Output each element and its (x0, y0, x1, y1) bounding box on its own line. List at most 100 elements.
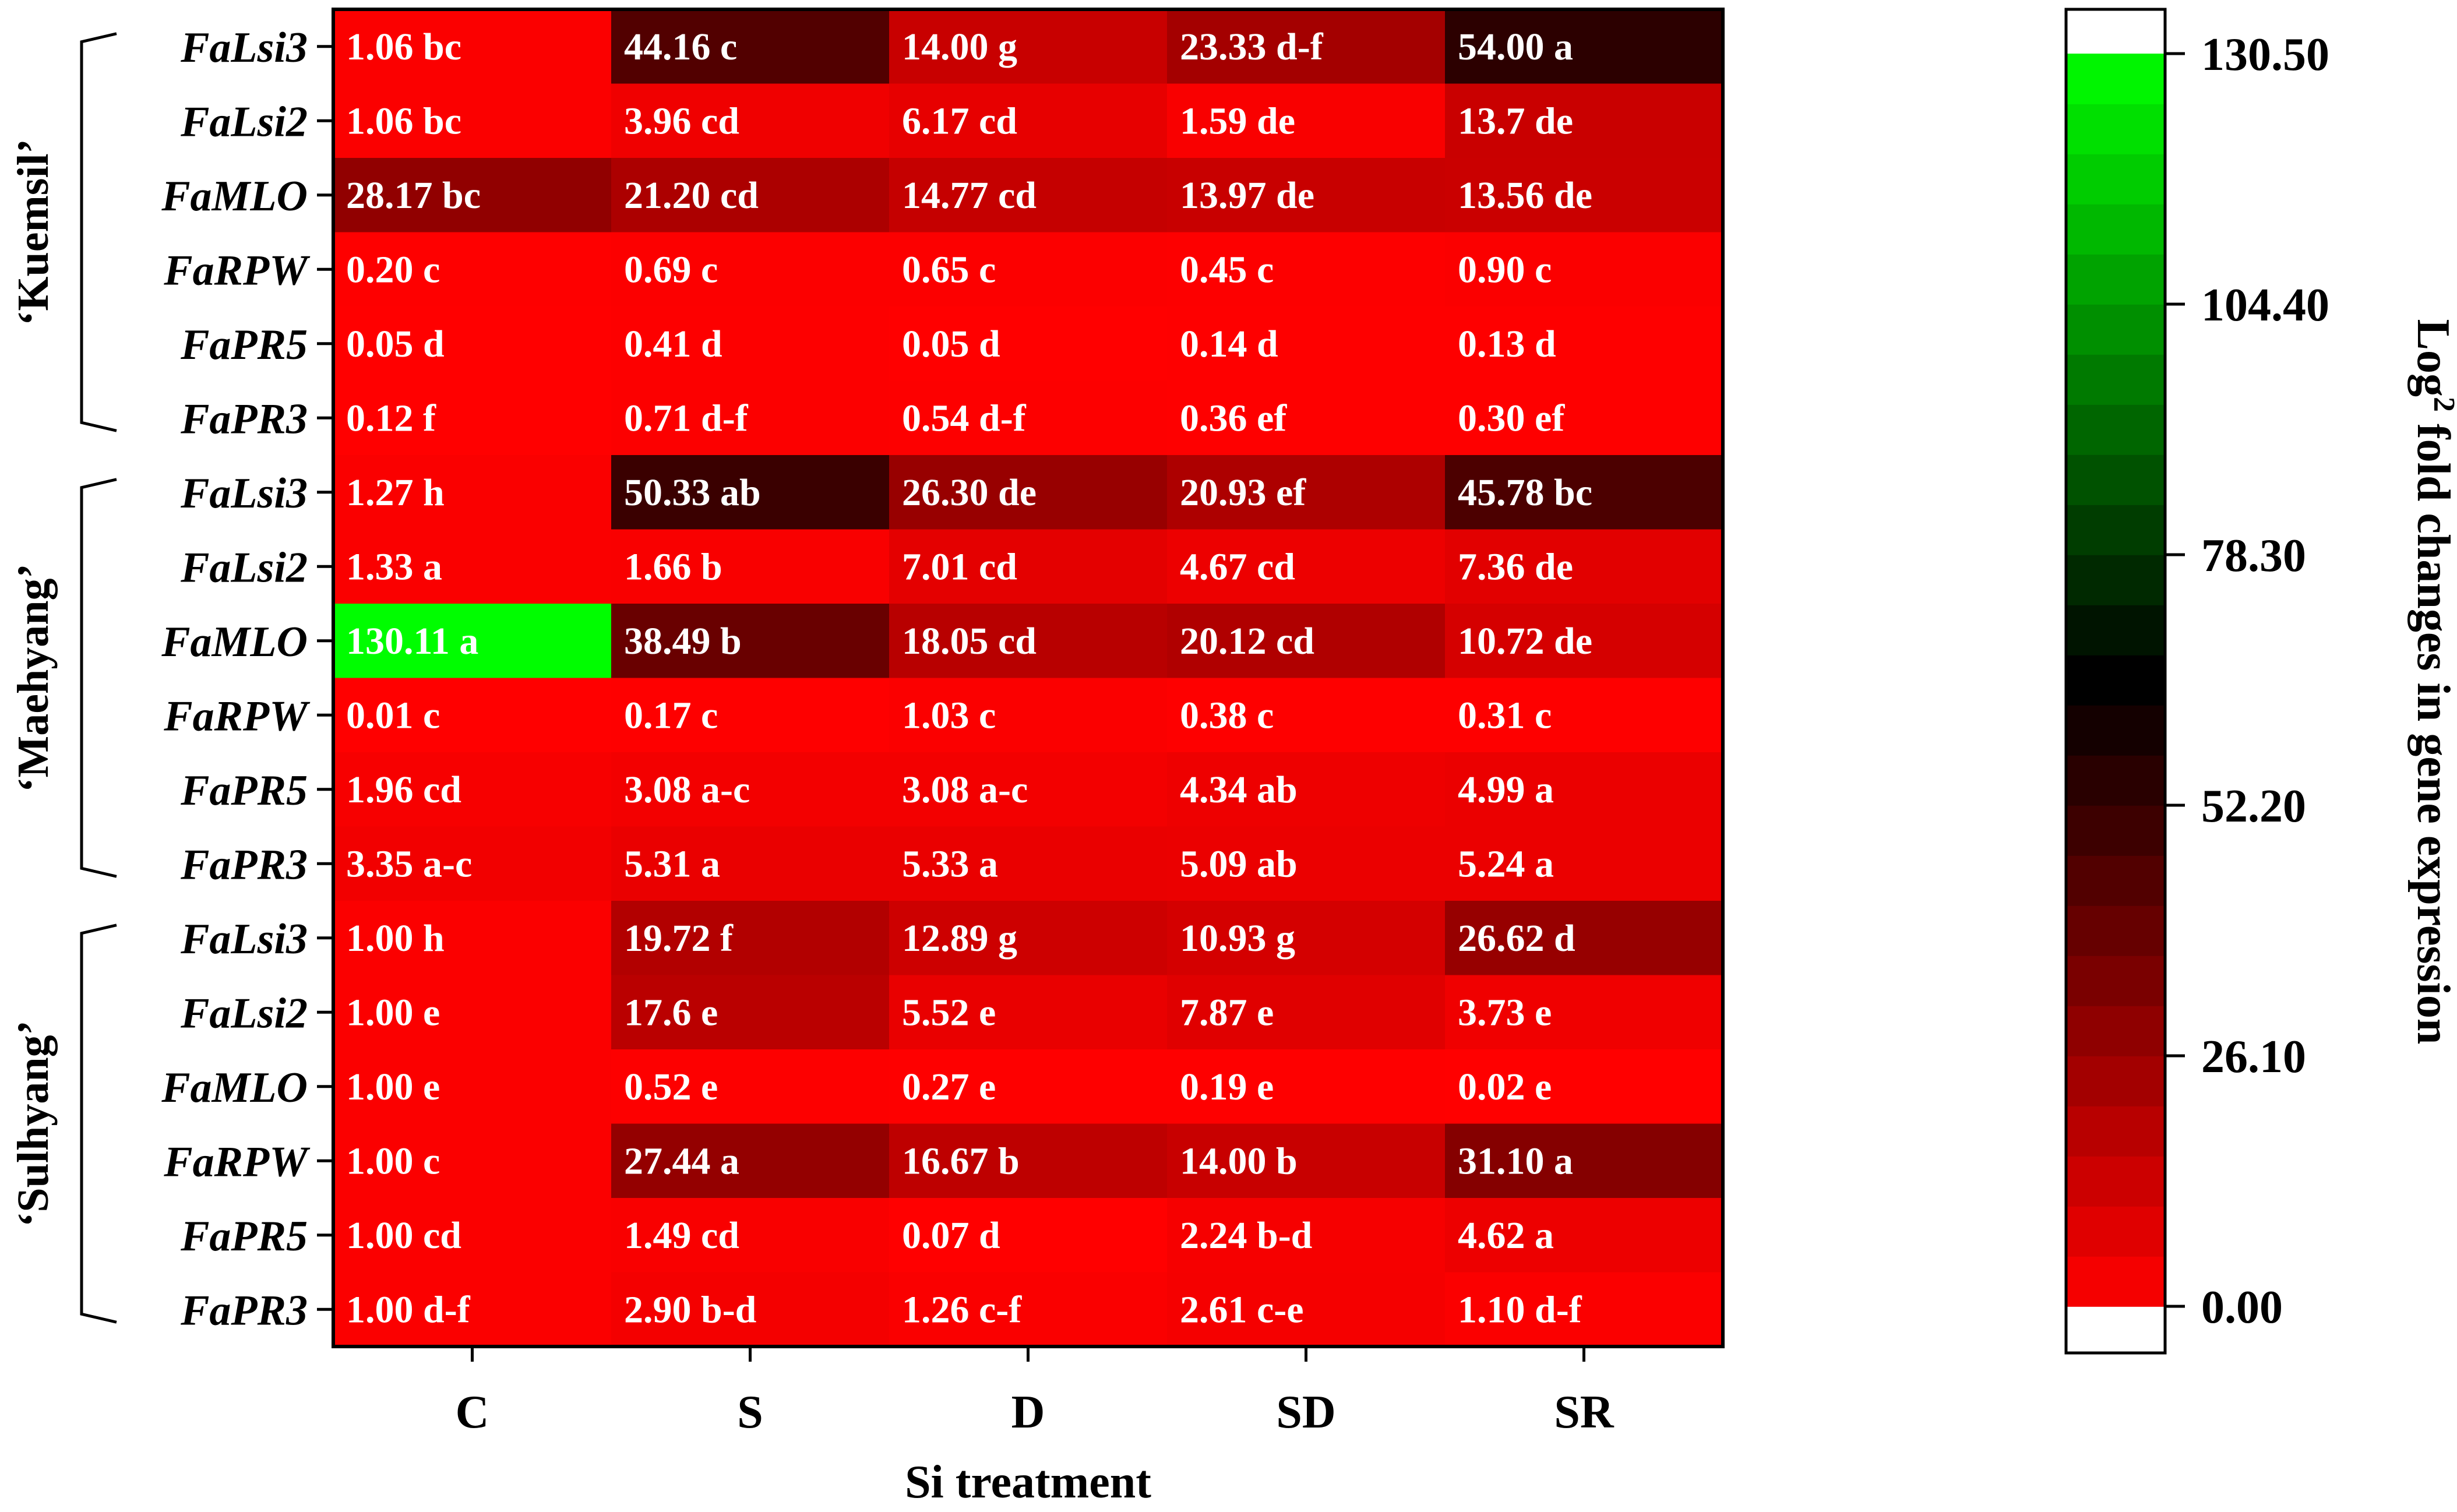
gene-label: FaPR5 (180, 321, 308, 369)
colorbar-swatch (2066, 54, 2165, 104)
gene-label: FaMLO (161, 172, 308, 220)
heatmap-cell (1167, 9, 1446, 84)
colorbar-tick-label: 104.40 (2201, 280, 2329, 331)
cell-value-label: 10.93 g (1180, 917, 1295, 960)
cell-value-label: 1.00 c (346, 1140, 440, 1182)
heatmap-cell (889, 455, 1168, 530)
colorbar-swatch (2066, 204, 2165, 255)
heatmap-cell (889, 678, 1168, 753)
colorbar-swatch (2066, 805, 2165, 856)
heatmap-cell (333, 1272, 612, 1347)
heatmap-cell (333, 1198, 612, 1273)
colorbar-swatch (2066, 905, 2165, 956)
gene-label: FaRPW (163, 692, 311, 740)
cell-value-label: 0.65 c (902, 248, 996, 291)
cell-value-label: 5.31 a (624, 843, 720, 885)
heatmap-cell (1445, 158, 1723, 233)
cell-value-label: 0.54 d-f (902, 397, 1027, 439)
heatmap-cell (333, 1123, 612, 1199)
cell-value-label: 21.20 cd (624, 174, 759, 217)
heatmap-cell (1445, 1123, 1723, 1199)
gene-label: FaLsi2 (180, 989, 308, 1037)
gene-label: FaMLO (161, 618, 308, 666)
heatmap-cell (1167, 158, 1446, 233)
colorbar-swatch (2066, 655, 2165, 706)
colorbar-tick-label: 130.50 (2201, 29, 2329, 80)
heatmap-cell (889, 752, 1168, 827)
heatmap-cell (333, 826, 612, 901)
colorbar-swatch (2066, 304, 2165, 355)
cell-value-label: 0.27 e (902, 1066, 996, 1108)
heatmap-cell (889, 83, 1168, 158)
cultivar-bracket (80, 32, 117, 432)
cell-value-label: 38.49 b (624, 620, 742, 662)
cell-value-label: 3.08 a-c (902, 769, 1028, 811)
gene-label: FaLsi2 (180, 98, 308, 146)
cell-value-label: 18.05 cd (902, 620, 1037, 662)
x-axis-tick-label: S (737, 1387, 763, 1438)
cell-value-label: 2.61 c-e (1180, 1288, 1304, 1331)
cell-value-label: 1.00 e (346, 991, 440, 1034)
heatmap-cell (1167, 455, 1446, 530)
cell-value-label: 50.33 ab (624, 471, 761, 514)
heatmap-cell (1445, 9, 1723, 84)
cell-value-label: 0.30 ef (1458, 397, 1565, 439)
heatmap-cell (611, 158, 890, 233)
cell-value-label: 1.00 e (346, 1066, 440, 1108)
gene-label: FaLsi3 (180, 470, 308, 517)
cell-value-label: 31.10 a (1458, 1140, 1573, 1182)
colorbar-swatch (2066, 1006, 2165, 1056)
heatmap-cell (333, 604, 612, 679)
heatmap-cell (611, 1049, 890, 1125)
cell-value-label: 6.17 cd (902, 100, 1017, 142)
cell-value-label: 13.7 de (1458, 100, 1573, 142)
gene-label: FaPR5 (180, 1213, 308, 1260)
colorbar-tick-label: 52.20 (2201, 781, 2306, 832)
gene-label: FaLsi2 (180, 544, 308, 591)
heatmap-cell (1445, 752, 1723, 827)
heatmap-cell (333, 9, 612, 84)
heatmap-cell (611, 232, 890, 307)
heatmap-cell (1445, 380, 1723, 456)
cell-value-label: 1.66 b (624, 545, 722, 588)
cell-value-label: 0.71 d-f (624, 397, 749, 439)
cell-value-label: 14.00 g (902, 26, 1017, 68)
cell-value-label: 26.62 d (1458, 917, 1575, 960)
colorbar-swatch (2066, 956, 2165, 1006)
cell-value-label: 1.06 bc (346, 26, 461, 68)
cell-value-label: 5.09 ab (1180, 843, 1298, 885)
cell-value-label: 0.31 c (1458, 694, 1552, 736)
cell-value-label: 5.24 a (1458, 843, 1554, 885)
heatmap-cell (1167, 83, 1446, 158)
heatmap-cell (611, 455, 890, 530)
heatmap-cell (333, 752, 612, 827)
cell-value-label: 19.72 f (624, 917, 734, 960)
heatmap-cell (1445, 1049, 1723, 1125)
heatmap-cell (889, 1123, 1168, 1199)
heatmap-cell (889, 1198, 1168, 1273)
heatmap-cell (889, 604, 1168, 679)
cell-value-label: 7.36 de (1458, 545, 1573, 588)
cultivar-bracket (80, 924, 117, 1324)
heatmap-cell (333, 975, 612, 1050)
cell-value-label: 20.12 cd (1180, 620, 1314, 662)
cell-value-label: 1.27 h (346, 471, 445, 514)
cell-value-label: 17.6 e (624, 991, 718, 1034)
heatmap-cell (611, 975, 890, 1050)
heatmap-cell (333, 455, 612, 530)
cell-value-label: 14.77 cd (902, 174, 1037, 217)
heatmap-cell (611, 752, 890, 827)
colorbar-swatch (2066, 555, 2165, 605)
cell-value-label: 130.11 a (346, 620, 478, 662)
cell-value-label: 28.17 bc (346, 174, 481, 217)
heatmap-cell (889, 380, 1168, 456)
x-axis-tick-label: SD (1276, 1387, 1335, 1438)
heatmap-cell (333, 232, 612, 307)
colorbar-tick-label: 78.30 (2201, 530, 2306, 581)
x-axis-title: Si treatment (905, 1457, 1151, 1508)
cell-value-label: 1.10 d-f (1458, 1288, 1582, 1331)
cell-value-label: 7.87 e (1180, 991, 1274, 1034)
colorbar-swatch (2066, 254, 2165, 305)
heatmap-cell (1167, 752, 1446, 827)
cell-value-label: 0.17 c (624, 694, 718, 736)
